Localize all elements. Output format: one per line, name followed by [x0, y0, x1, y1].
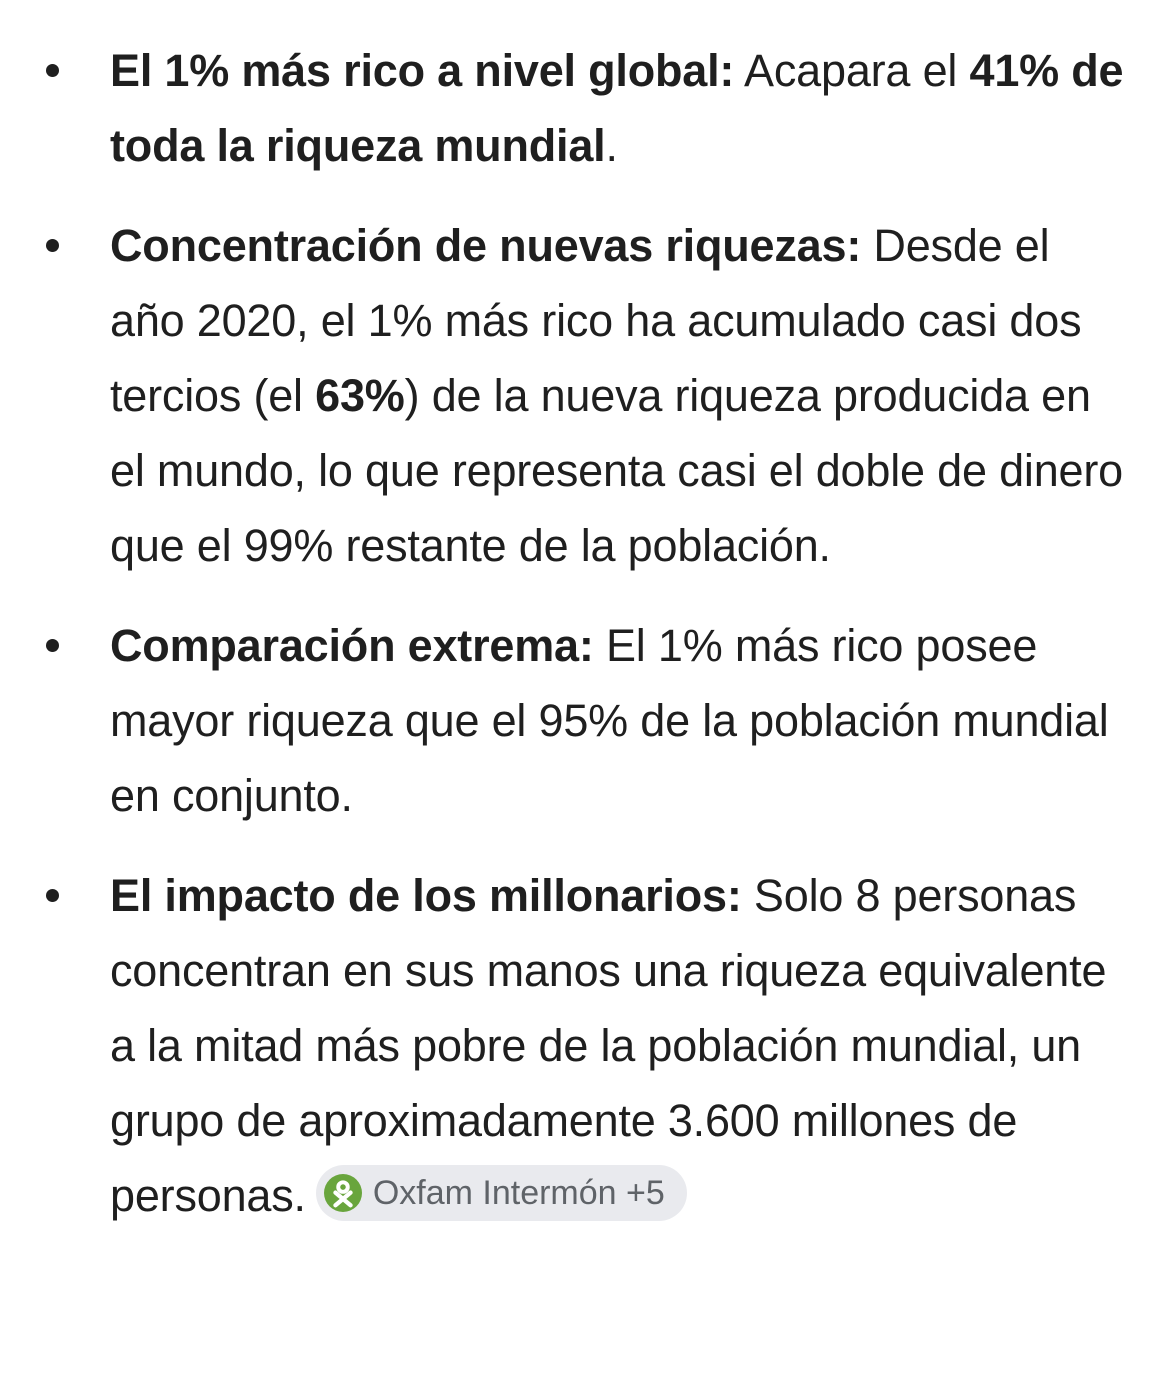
bullet-dot-icon: [46, 889, 59, 902]
source-chip[interactable]: Oxfam Intermón +5: [315, 1165, 687, 1222]
bullet-text-bold: Comparación extrema:: [110, 620, 594, 671]
bullet-text-bold: 63%: [315, 370, 405, 421]
source-chip-label: Oxfam Intermón +5: [372, 1174, 665, 1213]
bullet-dot-icon: [46, 239, 59, 252]
list-item: El impacto de los millonarios: Solo 8 pe…: [0, 858, 1170, 1233]
bullet-text: Desde el año 2020, el 1% más rico ha acu…: [110, 220, 1082, 421]
bullet-list: El 1% más rico a nivel global: Acapara e…: [0, 33, 1170, 1233]
bullet-dot-icon: [46, 64, 59, 77]
bullet-text: Solo 8 personas concentran en sus manos …: [110, 870, 1107, 1221]
bullet-text: .: [605, 120, 618, 171]
list-item: Concentración de nuevas riquezas: Desde …: [0, 208, 1170, 583]
bullet-text-bold: El impacto de los millonarios:: [110, 870, 742, 921]
bullet-text: El 1% más rico posee mayor riqueza que e…: [110, 620, 1109, 821]
list-item: Comparación extrema: El 1% más rico pose…: [0, 608, 1170, 833]
bullet-text-bold: 41% de toda la riqueza mundial: [110, 45, 1124, 171]
oxfam-logo-icon: [323, 1174, 362, 1213]
list-item: El 1% más rico a nivel global: Acapara e…: [0, 33, 1170, 183]
bullet-text-bold: Concentración de nuevas riquezas:: [110, 220, 862, 271]
bullet-text-bold: El 1% más rico a nivel global:: [110, 45, 735, 96]
bullet-text: Acapara el: [734, 45, 970, 96]
answer-body: El 1% más rico a nivel global: Acapara e…: [0, 33, 1170, 1233]
bullet-text: ) de la nueva riqueza producida en el mu…: [110, 370, 1123, 571]
bullet-dot-icon: [46, 639, 59, 652]
